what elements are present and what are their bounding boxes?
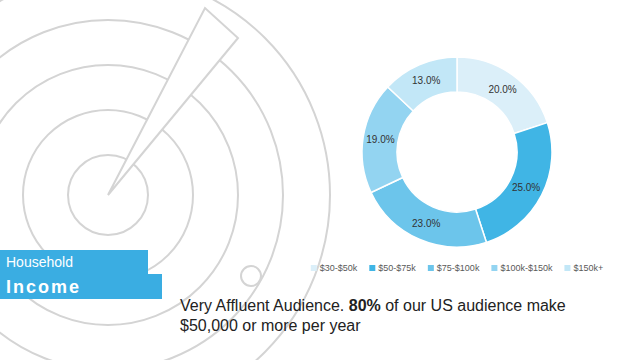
legend-swatch — [491, 265, 497, 271]
subtitle: Income — [6, 277, 81, 297]
legend-label: $100k-$150k — [500, 263, 553, 273]
slice — [457, 57, 547, 133]
legend-item: $50-$75k — [369, 263, 416, 273]
slice — [371, 178, 486, 247]
decor-sweep — [108, 8, 238, 195]
legend-item: $75-$100k — [428, 263, 480, 273]
decor-dot — [241, 266, 261, 286]
legend-label: $75-$100k — [437, 263, 480, 273]
legend-item: $100k-$150k — [491, 263, 553, 273]
space — [344, 297, 348, 314]
data-label: 25.0% — [512, 182, 540, 193]
title: Household — [6, 254, 73, 270]
annotation-text: Very Affluent Audience. — [180, 297, 344, 314]
title-box — [0, 250, 148, 274]
legend-item: $150k+ — [564, 263, 603, 273]
decor-ring — [0, 65, 238, 325]
slice — [388, 57, 457, 111]
data-label: 13.0% — [412, 75, 440, 86]
legend-item: $30-$50k — [311, 263, 358, 273]
legend-label: $50-$75k — [378, 263, 416, 273]
space — [381, 297, 385, 314]
data-label: 19.0% — [366, 134, 394, 145]
legend-swatch — [311, 265, 317, 271]
slice — [476, 123, 552, 243]
legend-swatch — [428, 265, 434, 271]
legend-label: $150k+ — [573, 263, 603, 273]
annotation: Very Affluent Audience. 80% of our US au… — [180, 296, 595, 336]
legend-swatch — [369, 265, 375, 271]
data-label: 23.0% — [412, 218, 440, 229]
annotation-highlight: 80% — [349, 297, 381, 314]
subtitle-box — [0, 274, 162, 299]
legend: $30-$50k $50-$75k $75-$100k $100k-$150k $150… — [311, 263, 603, 273]
data-label: 20.0% — [488, 84, 516, 95]
legend-swatch — [564, 265, 570, 271]
legend-label: $30-$50k — [320, 263, 358, 273]
donut: 20.0% 25.0% 23.0% 19.0% 13.0% — [362, 57, 552, 247]
